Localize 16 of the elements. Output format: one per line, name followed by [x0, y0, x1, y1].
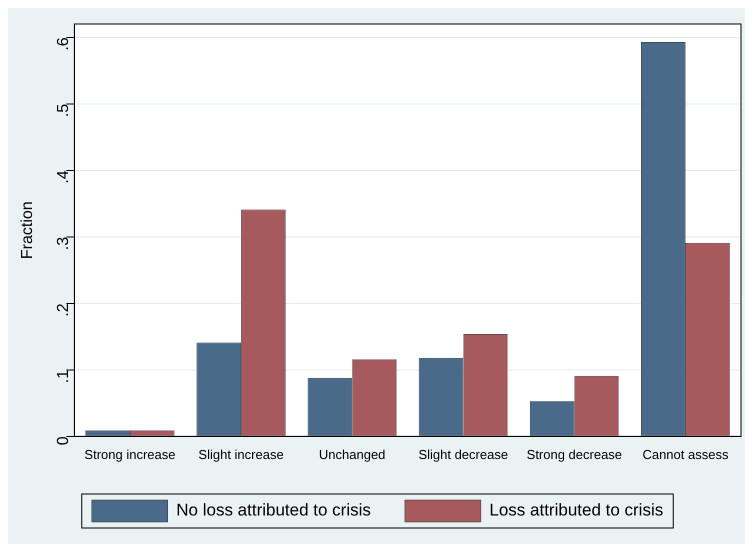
x-tick-label: Strong decrease: [526, 446, 622, 462]
y-tick-label: .3: [54, 236, 72, 250]
y-tick-label: .4: [54, 170, 72, 184]
y-tick-label: .1: [54, 370, 72, 384]
y-tick-label: .2: [54, 303, 72, 317]
y-tick-label: 0: [54, 436, 72, 446]
legend-label: Loss attributed to crisis: [489, 500, 664, 520]
legend-label: No loss attributed to crisis: [176, 500, 371, 520]
y-tick-label: .6: [54, 37, 72, 51]
x-tick-label: Slight decrease: [418, 446, 508, 462]
x-tick-label: Unchanged: [318, 446, 386, 462]
x-tick-label: Cannot assess: [642, 446, 729, 462]
x-tick-label: Slight increase: [198, 446, 284, 462]
y-axis-title: Fraction: [19, 201, 36, 260]
x-tick-label: Strong increase: [84, 446, 176, 462]
y-tick-label: .5: [54, 104, 72, 118]
